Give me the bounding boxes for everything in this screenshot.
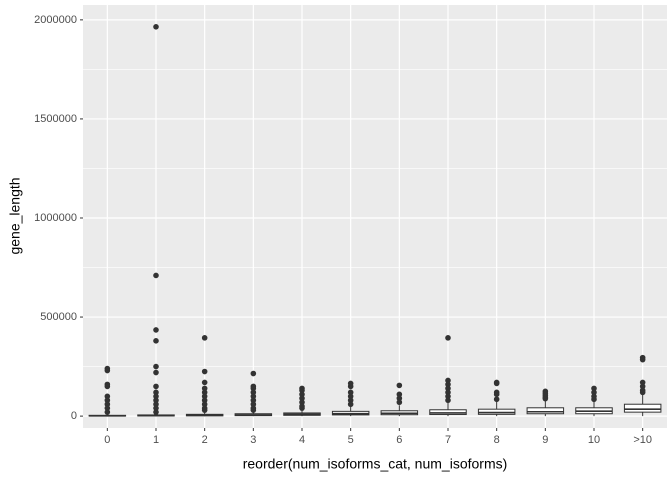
outlier: [153, 272, 159, 279]
outlier: [104, 393, 111, 400]
outlier: [299, 405, 305, 411]
outlier: [153, 409, 159, 415]
y-tick-label: 1500000: [34, 113, 77, 125]
outlier: [493, 380, 500, 387]
outlier: [299, 395, 305, 402]
outlier: [445, 385, 451, 392]
outlier: [153, 383, 159, 390]
outlier: [591, 389, 597, 396]
outlier: [493, 391, 500, 398]
x-tick-label: 1: [153, 434, 159, 446]
outlier: [445, 397, 451, 404]
outlier: [201, 385, 208, 392]
x-tick-label: 4: [299, 434, 305, 446]
outlier: [445, 377, 451, 384]
outlier: [493, 396, 500, 403]
outlier: [396, 399, 403, 406]
outlier: [201, 379, 208, 386]
x-tick-label: 8: [494, 434, 500, 446]
outlier: [250, 397, 257, 404]
outlier: [250, 385, 257, 392]
box: [623, 403, 662, 413]
outlier: [201, 401, 208, 408]
y-tick-label: 0: [71, 410, 77, 422]
x-tick-label: 5: [348, 434, 354, 446]
x-tick-label: 9: [542, 434, 548, 446]
outlier: [104, 401, 111, 408]
outlier: [250, 407, 257, 413]
outlier: [299, 391, 305, 398]
outlier: [153, 327, 159, 333]
outlier: [250, 393, 257, 400]
x-tick-label: 2: [202, 434, 208, 446]
outlier: [445, 393, 451, 400]
outlier: [639, 356, 646, 363]
y-tick-label: 1000000: [34, 212, 77, 224]
outlier: [153, 363, 159, 370]
outlier: [153, 401, 159, 408]
box: [526, 407, 565, 415]
outlier: [445, 389, 451, 396]
outlier: [591, 396, 597, 403]
outlier: [201, 368, 208, 375]
outlier: [104, 383, 111, 390]
y-axis-title: gene_length: [7, 177, 23, 254]
outlier: [396, 391, 403, 398]
outlier: [299, 387, 305, 394]
plot-panel: [83, 5, 667, 428]
outlier: [104, 367, 111, 374]
y-tick-label: 2000000: [34, 14, 77, 26]
outlier: [347, 393, 354, 400]
outlier: [347, 401, 354, 408]
x-tick-label: >10: [633, 434, 652, 446]
x-tick-label: 3: [250, 434, 256, 446]
outlier: [250, 401, 257, 408]
outlier: [347, 389, 354, 396]
x-tick-label: 6: [396, 434, 402, 446]
outlier: [445, 381, 451, 388]
outlier: [201, 407, 208, 413]
outlier: [153, 393, 159, 400]
y-tick-label: 500000: [40, 311, 77, 323]
outlier: [591, 385, 597, 392]
outlier: [396, 395, 403, 402]
outlier: [104, 405, 111, 411]
outlier: [201, 335, 208, 341]
x-axis-title: reorder(num_isoforms_cat, num_isoforms): [243, 456, 508, 472]
outlier: [445, 335, 451, 341]
outlier: [201, 389, 208, 396]
outlier: [639, 383, 646, 390]
outlier: [153, 397, 159, 404]
outlier: [153, 369, 159, 376]
outlier: [104, 397, 111, 404]
outlier: [639, 379, 646, 386]
outlier: [542, 395, 549, 402]
outlier: [201, 397, 208, 404]
outlier: [201, 393, 208, 400]
x-tick-label: 0: [104, 434, 110, 446]
x-tick-label: 7: [445, 434, 451, 446]
outlier: [347, 383, 354, 390]
outlier: [153, 405, 159, 411]
outlier: [153, 338, 159, 344]
outlier: [104, 409, 111, 415]
outlier: [250, 389, 257, 396]
outlier: [639, 389, 646, 396]
outlier: [396, 382, 403, 389]
outlier: [153, 389, 159, 396]
x-tick-label: 10: [588, 434, 600, 446]
outlier: [250, 370, 257, 377]
outlier: [299, 399, 305, 406]
outlier: [347, 397, 354, 404]
outlier: [153, 23, 159, 30]
